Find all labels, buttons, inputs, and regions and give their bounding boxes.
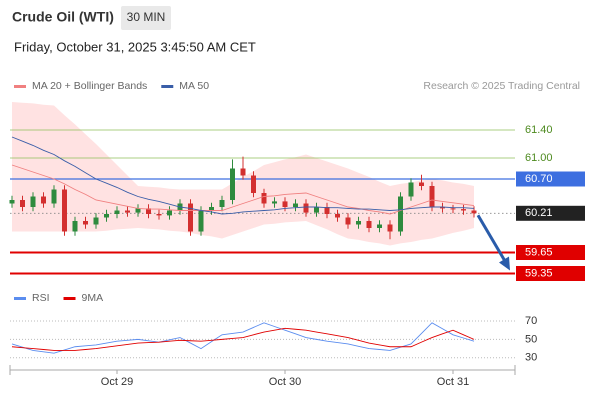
- legend-swatch: [63, 297, 76, 300]
- x-tick-label: Oct 29: [101, 376, 133, 388]
- rsi-line: [11, 322, 475, 354]
- legend-label: MA 20 + Bollinger Bands: [32, 80, 147, 92]
- candle-body: [72, 221, 78, 232]
- candle-body: [377, 224, 382, 228]
- candle-body: [125, 210, 130, 213]
- candle-body: [198, 210, 204, 232]
- y-tick-label: 30: [525, 352, 537, 364]
- candle-body: [261, 193, 267, 204]
- candle-body: [146, 208, 151, 214]
- level-label: 61.40: [525, 124, 553, 136]
- candle-body: [335, 214, 340, 218]
- candle-body: [303, 203, 309, 213]
- candle-body: [51, 189, 57, 204]
- candle-body: [104, 214, 109, 218]
- ma-line: [11, 164, 475, 215]
- level-tag: [516, 266, 585, 281]
- candle-body: [219, 200, 225, 207]
- candle-body: [387, 224, 393, 232]
- candle-body: [251, 175, 256, 193]
- candle-body: [450, 208, 456, 210]
- candle-body: [20, 200, 25, 207]
- candle-body: [83, 221, 88, 225]
- legend-swatch: [14, 85, 26, 88]
- legend-label: 9MA: [82, 292, 104, 304]
- level-tag: [516, 205, 585, 221]
- forecast-arrow: [476, 214, 509, 266]
- candle-body: [30, 196, 36, 207]
- y-tick-label: 70: [525, 315, 537, 327]
- credit: Research © 2025 Trading Central: [423, 80, 580, 92]
- x-tick-label: Oct 30: [269, 376, 301, 388]
- candle-body: [167, 210, 172, 216]
- candle-body: [230, 168, 235, 200]
- interval-label[interactable]: 30 MIN: [127, 10, 166, 24]
- candle-body: [461, 209, 466, 211]
- x-tick-label: Oct 31: [437, 376, 469, 388]
- candle-body: [188, 203, 193, 232]
- interval-button[interactable]: [121, 6, 171, 30]
- level-tag: [516, 245, 585, 260]
- legend-swatch: [161, 85, 174, 88]
- candle-body: [156, 214, 162, 216]
- candle-body: [471, 210, 477, 214]
- title: Crude Oil (WTI): [12, 9, 114, 25]
- candle-body: [41, 196, 46, 204]
- candle-body: [408, 182, 414, 197]
- level-label: 59.65: [525, 246, 553, 258]
- level-label: 59.35: [525, 267, 553, 279]
- candle-body: [240, 168, 246, 176]
- candle-body: [114, 210, 120, 214]
- candle-body: [272, 201, 277, 204]
- y-tick-label: 50: [525, 333, 537, 345]
- candle-body: [356, 221, 361, 225]
- candle-body: [93, 217, 99, 225]
- candle-body: [209, 207, 214, 211]
- level-label: 60.70: [525, 173, 553, 185]
- candle-body: [366, 221, 372, 228]
- rsi-line: [11, 327, 475, 351]
- forecast-arrow-head: [499, 256, 510, 271]
- candle-body: [62, 189, 67, 232]
- timestamp: Friday, October 31, 2025 3:45:50 AM CET: [14, 39, 256, 54]
- candle-body: [293, 203, 298, 207]
- level-tag: [516, 171, 585, 187]
- candle-body: [429, 186, 435, 207]
- legend-label: MA 50: [179, 80, 209, 92]
- legend-label: RSI: [32, 292, 50, 304]
- candle-body: [324, 207, 330, 214]
- legend-swatch: [14, 297, 26, 300]
- candle-body: [135, 208, 141, 213]
- ma-line: [11, 136, 475, 215]
- candle-body: [9, 200, 15, 204]
- candle-body: [398, 196, 403, 232]
- candle-body: [282, 201, 288, 207]
- level-label: 61.00: [525, 152, 553, 164]
- level-label: 60.21: [525, 207, 553, 219]
- candle-body: [345, 217, 351, 225]
- candle-body: [440, 207, 445, 209]
- candle-body: [314, 207, 319, 213]
- candle-body: [419, 182, 424, 186]
